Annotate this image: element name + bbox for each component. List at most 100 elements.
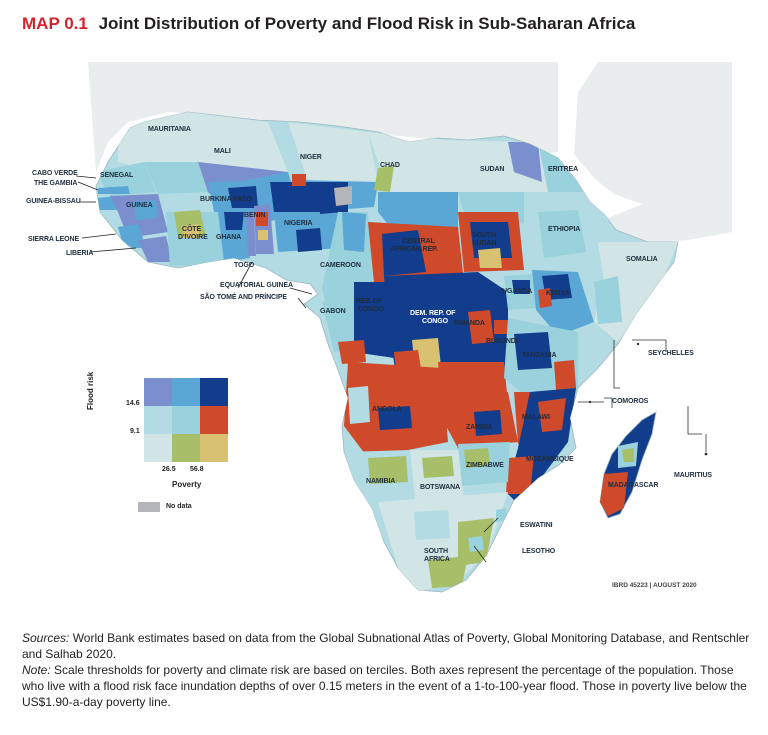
region-mozambique-red <box>538 398 566 432</box>
region-gabon <box>322 300 360 352</box>
region-botswana-green <box>422 456 454 478</box>
sources-label: Sources: <box>22 631 70 645</box>
region-niger-north <box>288 122 378 182</box>
region-cameroon-dark <box>342 212 366 252</box>
label-rep-congo-2: CONGO <box>358 306 384 313</box>
label-guinea: GUINEA <box>126 202 153 209</box>
legend-cell-low-risk-mid-poverty <box>172 434 200 462</box>
sources-text: World Bank estimates based on data from … <box>22 631 750 661</box>
label-kenya: KENYA <box>546 290 570 297</box>
label-mozambique: MOZAMBIQUE <box>526 456 574 463</box>
label-eswatini: ESWATINI <box>520 522 553 529</box>
label-ghana: GHANA <box>216 234 242 241</box>
label-nigeria: NIGERIA <box>284 220 313 227</box>
label-south-sudan-1: SOUTH <box>472 232 497 239</box>
label-rep-congo-1: REP. OF <box>356 298 383 305</box>
region-south-africa-green-south <box>428 556 468 588</box>
region-south-sudan-yellow <box>478 248 502 268</box>
island-callout-lines <box>578 339 707 452</box>
note-label: Note: <box>22 663 51 677</box>
label-benin: BENIN <box>244 212 266 219</box>
label-drc-1: DEM. REP. OF <box>410 310 456 317</box>
label-south-africa-2: AFRICA <box>424 556 450 563</box>
label-togo: TOGO <box>234 262 255 269</box>
region-rep-congo-red <box>338 340 366 364</box>
region-rwanda <box>494 320 508 334</box>
region-south-africa <box>378 492 508 592</box>
label-mauritania: MAURITANIA <box>148 126 191 133</box>
label-cameroon: CAMEROON <box>320 262 361 269</box>
mauritius-dot <box>704 452 708 456</box>
label-sierra-leone: SIERRA LEONE <box>28 236 80 243</box>
label-car-1: CENTRAL <box>402 238 435 245</box>
label-drc-2: CONGO <box>422 318 448 325</box>
region-lesotho <box>468 536 484 552</box>
region-angola-light <box>348 386 370 424</box>
label-tanzania: TANZANIA <box>522 352 557 359</box>
label-south-africa-1: SOUTH <box>424 548 449 555</box>
label-sao-tome: SÃO TOMÉ AND PRÍNCIPE <box>200 294 287 301</box>
label-the-gambia: THE GAMBIA <box>34 180 78 187</box>
legend-no-data-swatch <box>138 502 160 512</box>
label-cote-1: CÔTE <box>182 226 202 233</box>
legend-no-data-label: No data <box>166 503 192 510</box>
seychelles-dot <box>636 342 640 346</box>
label-cote-2: D'IVOIRE <box>178 234 208 241</box>
region-tanzania-dark <box>514 332 552 370</box>
legend-cell-mid-risk-mid-poverty <box>172 406 200 434</box>
comoros-dot <box>588 400 592 404</box>
legend-x-tick-high: 56.8 <box>190 466 204 473</box>
label-chad: CHAD <box>380 162 400 169</box>
region-south-sudan-dark <box>470 222 512 258</box>
label-car-2: AFRICAN REP. <box>390 246 438 253</box>
region-uganda-dark <box>512 280 530 294</box>
region-togo <box>246 212 256 256</box>
region-nigeria-south-dark <box>296 228 322 252</box>
region-eritrea <box>538 142 588 192</box>
label-south-sudan-2: SUDAN <box>472 240 497 247</box>
madagascar-green <box>622 448 634 462</box>
region-ghana-dark <box>224 212 244 230</box>
legend-cell-high-risk-high-poverty <box>200 378 228 406</box>
region-somalia-mid <box>594 276 622 324</box>
region-burundi <box>494 334 510 352</box>
label-equatorial-guinea: EQUATORIAL GUINEA <box>220 282 293 289</box>
map-title: MAP 0.1 Joint Distribution of Poverty an… <box>22 14 635 34</box>
map-title-text: Joint Distribution of Poverty and Flood … <box>98 14 636 33</box>
label-namibia: NAMIBIA <box>366 478 396 485</box>
label-leader-lines <box>75 175 499 563</box>
label-cabo-verde: CABO VERDE <box>32 170 78 177</box>
label-uganda: UGANDA <box>502 288 533 295</box>
label-mauritius: MAURITIUS <box>674 472 712 479</box>
region-eswatini <box>496 508 506 522</box>
label-botswana: BOTSWANA <box>420 484 461 491</box>
label-senegal: SENEGAL <box>100 172 134 179</box>
legend-cell-low-risk-high-poverty <box>200 434 228 462</box>
region-ethiopia-mid <box>538 210 586 258</box>
label-angola: ANGOLA <box>372 406 402 413</box>
flood-poverty-regions <box>96 112 678 592</box>
label-seychelles: SEYCHELLES <box>648 350 694 357</box>
region-nigeria-north-red <box>292 174 306 186</box>
region-rep-congo <box>354 282 394 358</box>
label-somalia: SOMALIA <box>626 256 658 263</box>
region-burkina-dark <box>228 186 258 208</box>
region-gambia <box>98 186 130 194</box>
region-sudan-nile <box>508 142 542 182</box>
africa-map <box>38 62 732 593</box>
region-angola-dark <box>378 406 412 430</box>
legend-cell-high-risk-mid-poverty <box>172 378 200 406</box>
map-credit: IBRD 45223 | AUGUST 2020 <box>612 582 697 589</box>
background-land <box>38 62 732 244</box>
map-notes: Sources: World Bank estimates based on d… <box>22 630 752 710</box>
region-zambia-dark <box>474 410 502 436</box>
region-mauritania-north <box>118 112 198 172</box>
region-namibia-green <box>368 456 408 484</box>
region-tanzania-red <box>554 360 576 390</box>
region-benin-yellow <box>258 230 268 240</box>
label-malawi: MALAWI <box>522 414 550 421</box>
region-kenya-red <box>538 288 552 308</box>
map-frame: MAURITANIA MALI NIGER CHAD SUDAN ERITREA… <box>26 62 732 610</box>
label-liberia: LIBERIA <box>66 250 94 257</box>
region-liberia <box>138 236 172 262</box>
